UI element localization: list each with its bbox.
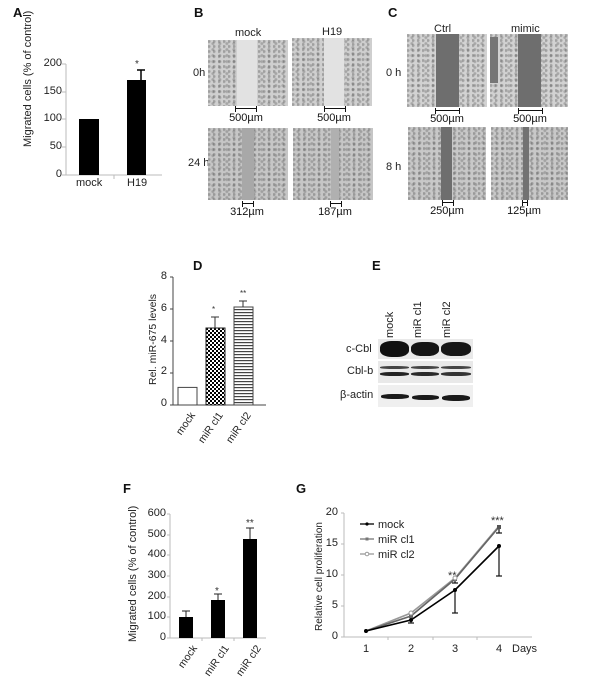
panel-d-xlabel: miR cl1 (195, 410, 226, 446)
panel-c-row-label: 0 h (386, 67, 402, 79)
panel-a-label: A (13, 5, 23, 20)
micrograph-b-h19-24h (293, 128, 373, 200)
panel-d-ytick: 4 (160, 334, 167, 346)
panel-g-xtick: 4 (496, 643, 503, 655)
panel-e-lane-label: mock (384, 311, 396, 338)
panel-e-label: E (372, 258, 381, 273)
panel-d-ytick: 8 (160, 270, 167, 282)
panel-g-legend (360, 522, 374, 557)
panel-a-ylabel: Migrated cells (% of control) (22, 10, 34, 147)
panel-g-ytick: 5 (331, 599, 338, 611)
western-blot-c-cbl (378, 339, 473, 359)
panel-g-significance-day4: *** (491, 515, 504, 527)
panel-e-row-label: β-actin (340, 389, 374, 401)
scale-bar (235, 106, 257, 112)
scale-label: 500µm (229, 112, 263, 124)
panel-a-plot (62, 63, 162, 179)
panel-b-row-label: 0h (193, 67, 206, 79)
scale-bar (435, 108, 460, 114)
panel-f-ytick: 500 (147, 528, 166, 540)
panel-f-significance: * (215, 586, 219, 597)
panel-e-lane-label: miR cl2 (441, 301, 453, 338)
panel-d-ytick: 2 (160, 365, 167, 377)
panel-g-ytick: 0 (331, 630, 338, 642)
micrograph-b-mock-0h (208, 40, 288, 106)
micrograph-c-ctrl-0h (407, 34, 487, 107)
panel-c-col-label: Ctrl (434, 23, 452, 35)
legend-label-mir-cl2: miR cl2 (378, 549, 415, 561)
panel-f-label: F (123, 481, 131, 496)
panel-f-ytick: 600 (147, 507, 166, 519)
scale-bar (442, 200, 454, 206)
panel-f-plot (167, 513, 266, 641)
panel-g-xtick: 3 (452, 643, 459, 655)
panel-f-ytick: 400 (147, 548, 166, 560)
panel-f-ytick: 300 (147, 569, 166, 581)
panel-e-row-label: Cbl-b (347, 365, 374, 377)
micrograph-c-ctrl-8h (408, 127, 486, 200)
panel-g-label: G (296, 481, 307, 496)
panel-a-xlabel: H19 (127, 177, 148, 189)
scale-bar (522, 200, 528, 206)
panel-a-significance: * (135, 59, 139, 70)
panel-g-ytick: 10 (325, 568, 338, 580)
panel-e-lane-label: miR cl1 (412, 301, 424, 338)
panel-e-row-label: c-Cbl (346, 343, 372, 355)
panel-a-ytick: 50 (49, 140, 62, 152)
scale-label: 312µm (230, 206, 264, 218)
panel-d-xlabel: miR cl2 (223, 410, 254, 446)
panel-c-col-label: mimic (511, 23, 540, 35)
micrograph-c-mimic-0h (490, 34, 568, 107)
scale-label: 187µm (318, 206, 352, 218)
scale-label: 500µm (430, 113, 464, 125)
panel-b-col-label: H19 (322, 26, 343, 38)
micrograph-c-mimic-8h (491, 127, 568, 200)
panel-f-significance: ** (246, 518, 254, 529)
panel-f-ytick: 100 (147, 610, 166, 622)
panel-f-xlabel: miR cl2 (233, 643, 264, 679)
panel-d-xlabel: mock (173, 410, 198, 438)
panel-b-col-label: mock (235, 27, 262, 39)
panel-c-row-label: 8 h (386, 161, 402, 173)
scale-bar (518, 108, 543, 114)
panel-a-ytick: 200 (43, 57, 62, 69)
scale-label: 125µm (507, 205, 541, 217)
panel-d-ytick: 0 (160, 397, 167, 409)
panel-g-ytick: 20 (325, 506, 338, 518)
scale-bar (242, 201, 254, 207)
panel-b-label: B (194, 5, 204, 20)
panel-f-xlabel: miR cl1 (201, 643, 232, 679)
panel-d-ytick: 6 (160, 302, 167, 314)
panel-c-label: C (388, 5, 398, 20)
panel-g-xtick: 2 (408, 643, 415, 655)
panel-f-ytick: 0 (159, 631, 166, 643)
panel-g-xlabel: Days (512, 643, 538, 655)
micrograph-b-mock-24h (208, 128, 288, 200)
panel-g-significance-day3: ** (448, 570, 457, 582)
legend-label-mock: mock (378, 519, 405, 531)
panel-a-xlabel: mock (76, 177, 103, 189)
scale-label: 500µm (513, 113, 547, 125)
panel-g-plot (341, 512, 532, 640)
scale-label: 250µm (430, 205, 464, 217)
western-blot-cbl-b (378, 361, 473, 383)
panel-a-ytick: 0 (55, 168, 62, 180)
legend-label-mir-cl1: miR cl1 (378, 534, 415, 546)
panel-g-ytick: 15 (325, 537, 338, 549)
panel-f-xlabel: mock (175, 643, 200, 671)
western-blot-beta-actin (378, 385, 473, 407)
panel-d-significance: * (212, 305, 216, 314)
scale-label: 500µm (317, 112, 351, 124)
scale-bar (324, 106, 346, 112)
panel-d-label: D (193, 258, 203, 273)
micrograph-b-h19-0h (292, 38, 372, 106)
panel-a-ytick: 150 (43, 85, 62, 97)
panel-b-row-label: 24 h (188, 157, 210, 169)
panel-a-ytick: 100 (43, 112, 62, 124)
scale-bar (330, 201, 342, 207)
panel-d-significance: ** (240, 289, 247, 298)
panel-d-plot (170, 276, 266, 406)
panel-f-ytick: 200 (147, 590, 166, 602)
panel-g-xtick: 1 (363, 643, 370, 655)
